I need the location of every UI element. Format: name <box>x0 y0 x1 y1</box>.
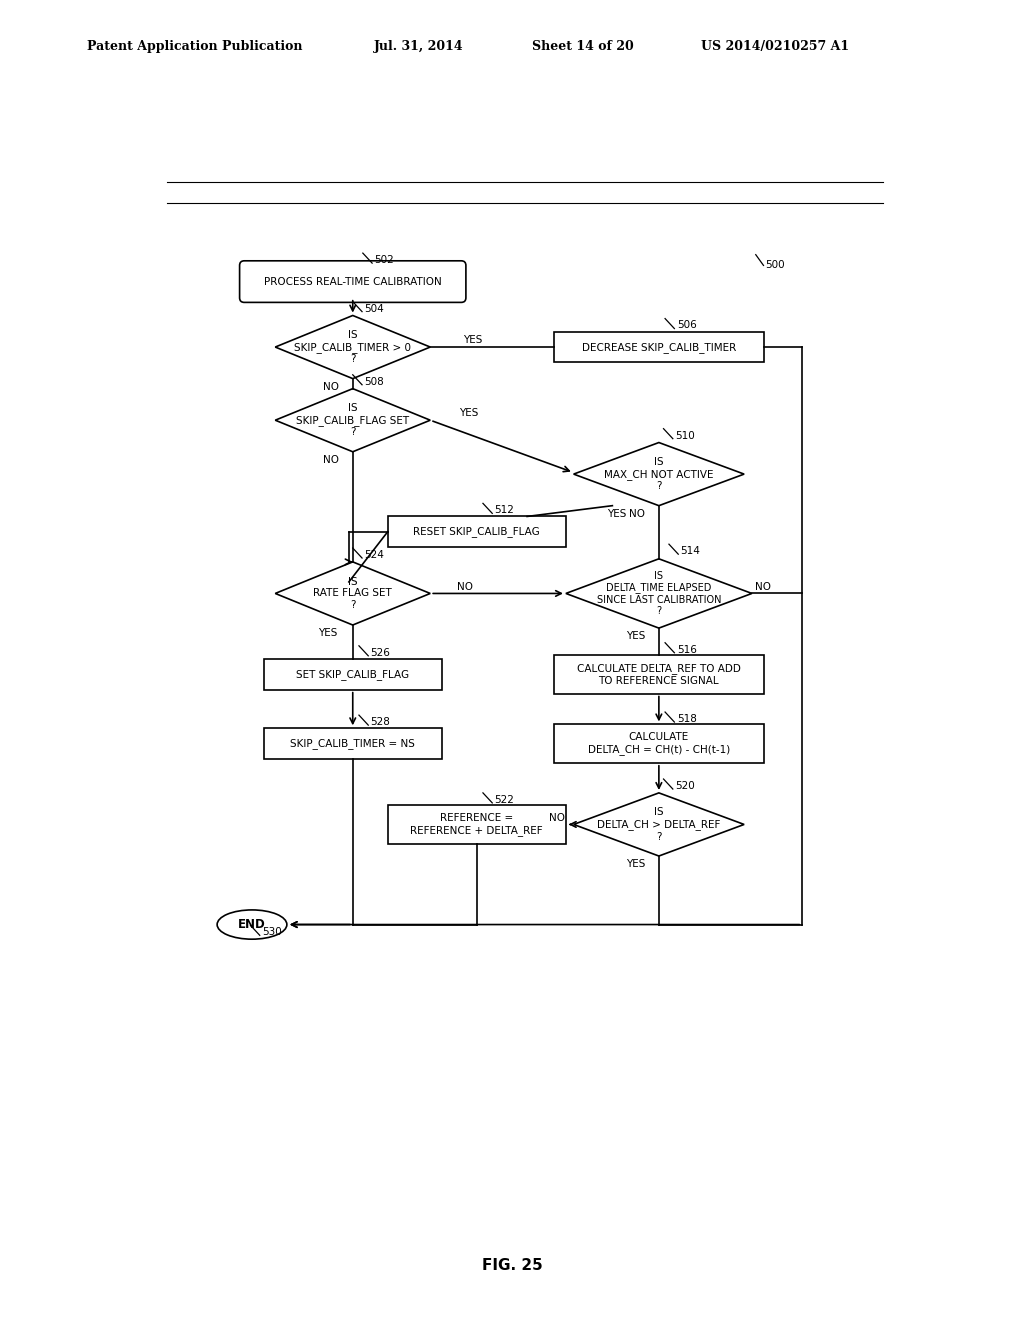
Text: NO: NO <box>756 582 771 591</box>
Polygon shape <box>275 388 430 451</box>
Text: Jul. 31, 2014: Jul. 31, 2014 <box>374 40 464 53</box>
Text: 522: 522 <box>495 795 514 805</box>
Text: 518: 518 <box>677 714 696 723</box>
Bar <box>263 659 442 689</box>
Text: RESET SKIP_CALIB_FLAG: RESET SKIP_CALIB_FLAG <box>414 527 540 537</box>
Text: REFERENCE =
REFERENCE + DELTA_REF: REFERENCE = REFERENCE + DELTA_REF <box>411 813 543 836</box>
Bar <box>388 805 566 843</box>
Text: END: END <box>239 917 266 931</box>
Text: YES: YES <box>606 510 626 519</box>
Text: NO: NO <box>323 455 339 465</box>
Text: IS
SKIP_CALIB_TIMER > 0
?: IS SKIP_CALIB_TIMER > 0 ? <box>294 330 412 364</box>
Text: 510: 510 <box>675 430 695 441</box>
Text: NO: NO <box>323 381 339 392</box>
Text: 512: 512 <box>495 506 514 515</box>
Text: PROCESS REAL-TIME CALIBRATION: PROCESS REAL-TIME CALIBRATION <box>264 277 441 286</box>
Text: 514: 514 <box>681 546 700 556</box>
FancyBboxPatch shape <box>240 261 466 302</box>
Text: IS
MAX_CH NOT ACTIVE
?: IS MAX_CH NOT ACTIVE ? <box>604 457 714 491</box>
Bar <box>554 725 764 763</box>
Bar <box>388 516 566 548</box>
Text: 516: 516 <box>677 644 696 655</box>
Text: IS
DELTA_TIME ELAPSED
SINCE LAST CALIBRATION
?: IS DELTA_TIME ELAPSED SINCE LAST CALIBRA… <box>597 570 721 616</box>
Polygon shape <box>573 442 744 506</box>
Text: SET SKIP_CALIB_FLAG: SET SKIP_CALIB_FLAG <box>296 669 410 680</box>
Text: NO: NO <box>549 813 564 822</box>
Bar <box>263 729 442 759</box>
Text: DECREASE SKIP_CALIB_TIMER: DECREASE SKIP_CALIB_TIMER <box>582 342 736 352</box>
Text: 504: 504 <box>365 304 384 314</box>
Polygon shape <box>573 793 744 857</box>
Text: Patent Application Publication: Patent Application Publication <box>87 40 302 53</box>
Polygon shape <box>275 315 430 379</box>
Text: NO: NO <box>457 582 473 591</box>
Text: IS
SKIP_CALIB_FLAG SET
?: IS SKIP_CALIB_FLAG SET ? <box>296 403 410 437</box>
Text: YES: YES <box>463 335 482 345</box>
Text: SKIP_CALIB_TIMER = NS: SKIP_CALIB_TIMER = NS <box>291 738 415 748</box>
Text: 524: 524 <box>365 550 384 560</box>
Text: CALCULATE DELTA_REF TO ADD
TO REFERENCE SIGNAL: CALCULATE DELTA_REF TO ADD TO REFERENCE … <box>577 663 740 685</box>
Text: 526: 526 <box>371 648 390 657</box>
Text: 528: 528 <box>371 717 390 727</box>
Text: IS
DELTA_CH > DELTA_REF
?: IS DELTA_CH > DELTA_REF ? <box>597 808 721 842</box>
Text: US 2014/0210257 A1: US 2014/0210257 A1 <box>701 40 850 53</box>
Text: 508: 508 <box>365 376 384 387</box>
Polygon shape <box>566 558 752 628</box>
Text: YES: YES <box>318 628 338 639</box>
Bar <box>554 331 764 363</box>
Text: 520: 520 <box>675 781 695 791</box>
Text: Sheet 14 of 20: Sheet 14 of 20 <box>532 40 634 53</box>
Bar <box>554 655 764 693</box>
Text: 502: 502 <box>375 255 394 265</box>
Ellipse shape <box>217 909 287 940</box>
Text: NO: NO <box>629 510 645 519</box>
Text: IS
RATE FLAG SET
?: IS RATE FLAG SET ? <box>313 577 392 610</box>
Text: YES: YES <box>460 408 478 418</box>
Text: YES: YES <box>626 859 645 870</box>
Polygon shape <box>275 562 430 626</box>
Text: 500: 500 <box>765 260 784 269</box>
Text: 530: 530 <box>262 927 282 937</box>
Text: 506: 506 <box>677 321 696 330</box>
Text: YES: YES <box>626 631 645 640</box>
Text: FIG. 25: FIG. 25 <box>481 1258 543 1272</box>
Text: CALCULATE
DELTA_CH = CH(t) - CH(t-1): CALCULATE DELTA_CH = CH(t) - CH(t-1) <box>588 733 730 755</box>
